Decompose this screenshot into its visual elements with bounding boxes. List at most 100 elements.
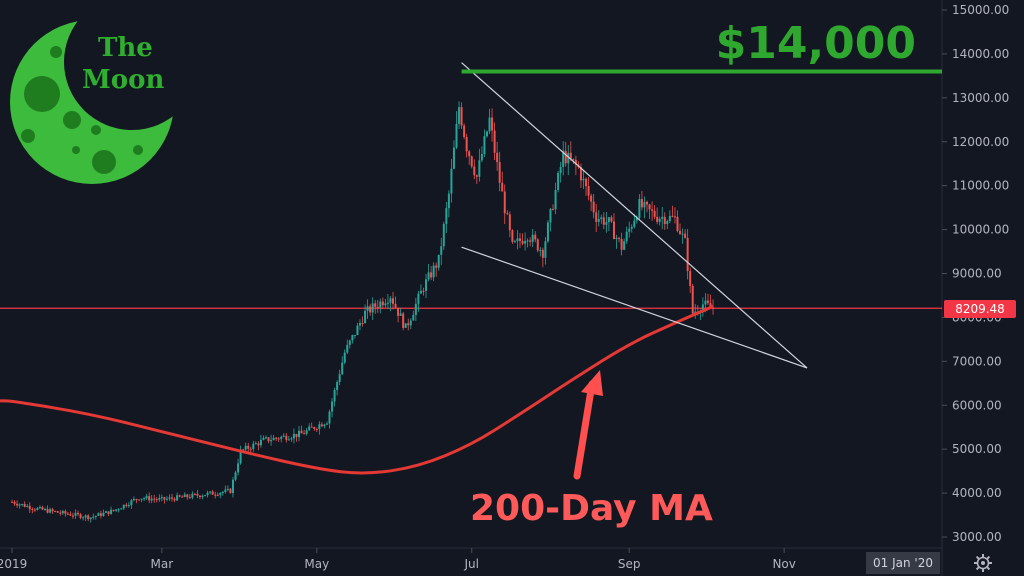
candle-body xyxy=(158,497,161,500)
price-tick-label: 4000.00 xyxy=(952,486,1002,500)
candle-body xyxy=(28,505,31,510)
candle-body xyxy=(392,298,394,304)
trendline-overlay xyxy=(461,62,942,369)
candle-body xyxy=(625,231,628,242)
candle-body xyxy=(541,249,544,258)
candle-body xyxy=(130,500,133,506)
candle-body xyxy=(585,178,588,187)
price-tick-label: 5000.00 xyxy=(952,442,1002,456)
time-tick-label: May xyxy=(304,557,329,571)
candle-body xyxy=(127,505,130,507)
candle-body xyxy=(422,290,425,292)
candle-body xyxy=(148,496,151,501)
candle-body xyxy=(201,495,204,498)
candle-body xyxy=(529,240,532,242)
candle-body xyxy=(569,152,572,159)
candle-body xyxy=(26,505,29,507)
candle-body xyxy=(412,314,415,321)
candle-body xyxy=(501,182,504,192)
candle-body xyxy=(234,472,237,480)
candle-body xyxy=(145,496,148,499)
candle-body xyxy=(104,511,107,513)
candle-body xyxy=(82,517,85,519)
price-tick-label: 6000.00 xyxy=(952,398,1002,412)
price-tick-label: 9000.00 xyxy=(952,267,1002,281)
candle-body xyxy=(69,514,72,516)
candle-body xyxy=(582,178,585,181)
candle-body xyxy=(483,136,486,155)
candle-body xyxy=(709,303,712,308)
candle-body xyxy=(23,504,26,507)
candle-body xyxy=(526,240,529,242)
current-price-tag[interactable]: 8209.48 xyxy=(944,300,1016,318)
candle-body xyxy=(681,233,684,235)
candle-body xyxy=(402,313,405,328)
candle-body xyxy=(546,222,549,242)
candle-body xyxy=(249,448,252,450)
candle-body xyxy=(353,334,356,336)
candle-body xyxy=(229,488,232,494)
candle-body xyxy=(165,498,168,500)
candle-body xyxy=(94,515,97,517)
candle-body xyxy=(607,217,610,223)
candle-body xyxy=(303,433,306,435)
candle-body xyxy=(623,241,626,250)
candle-body xyxy=(386,302,389,304)
logo-text-line2: Moon xyxy=(82,65,164,95)
candles xyxy=(11,101,715,523)
candle-body xyxy=(597,219,600,222)
candle-body xyxy=(79,514,82,518)
candle-body xyxy=(247,445,250,449)
candle-body xyxy=(181,496,184,498)
candle-body xyxy=(244,445,247,450)
moon-crescent-icon xyxy=(10,20,174,184)
candle-body xyxy=(163,497,166,500)
candle-body xyxy=(458,107,461,124)
candle-body xyxy=(503,191,506,214)
candle-body xyxy=(371,303,374,313)
candle-body xyxy=(38,507,41,509)
candle-body xyxy=(646,201,648,205)
candle-body xyxy=(323,424,326,427)
time-tick-label: Nov xyxy=(772,557,795,571)
gear-icon[interactable] xyxy=(974,554,992,572)
candle-body xyxy=(643,201,646,208)
candle-body xyxy=(46,508,49,513)
candle-body xyxy=(511,230,514,242)
candle-body xyxy=(188,497,191,499)
candle-body xyxy=(59,512,62,514)
candle-body xyxy=(89,517,92,520)
candle-body xyxy=(315,429,318,431)
candle-body xyxy=(432,265,435,278)
candle-body xyxy=(544,241,547,258)
candle-body xyxy=(366,306,369,311)
candle-body xyxy=(658,218,661,222)
candle-body xyxy=(18,504,21,506)
candle-body xyxy=(612,221,615,239)
candle-body xyxy=(155,499,158,501)
candle-body xyxy=(56,511,59,513)
candle-body xyxy=(292,433,295,439)
candle-body xyxy=(224,489,227,492)
candle-body xyxy=(686,237,689,271)
lower-trendline xyxy=(461,246,808,369)
candle-body xyxy=(21,504,24,506)
candle-body xyxy=(465,137,468,152)
candle-body xyxy=(117,509,120,511)
time-tick-label: Mar xyxy=(151,557,174,571)
candle-body xyxy=(110,509,113,515)
candle-body xyxy=(610,217,613,222)
price-tick-label: 13000.00 xyxy=(952,91,1009,105)
candle-body xyxy=(516,238,519,242)
candle-body xyxy=(689,270,692,286)
candle-body xyxy=(524,240,527,244)
candle-body xyxy=(437,254,440,268)
candle-body xyxy=(328,411,331,424)
candle-body xyxy=(534,234,537,240)
candle-body xyxy=(348,340,351,345)
candle-body xyxy=(168,497,171,499)
time-axis: 2019 Mar May Jul Sep Nov xyxy=(0,548,796,571)
candle-body xyxy=(140,498,143,500)
candle-body xyxy=(257,443,260,446)
